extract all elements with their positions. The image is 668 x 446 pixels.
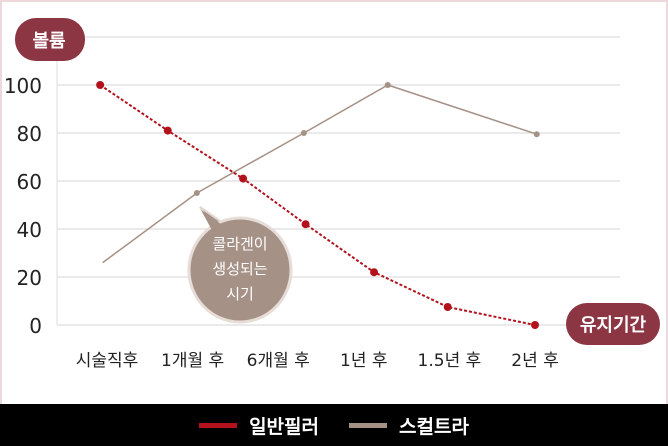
chart-frame bbox=[0, 0, 668, 404]
x-axis-label-badge: 유지기간 bbox=[566, 303, 660, 345]
legend-label: 스컬트라 bbox=[399, 415, 469, 438]
x-tick-label: 6개월 후 bbox=[247, 351, 310, 371]
data-point bbox=[301, 220, 310, 229]
annotation-line-2: 생성되는 bbox=[212, 260, 267, 278]
annotation-line-3: 시기 bbox=[226, 285, 254, 303]
annotation-bubble: 콜라겐이 생성되는 시기 bbox=[187, 206, 293, 324]
x-tick-label: 시술직후 bbox=[76, 351, 139, 371]
x-tick-label: 1개월 후 bbox=[161, 351, 224, 371]
y-tick-label: 40 bbox=[17, 218, 42, 242]
y-tick-label: 0 bbox=[29, 314, 42, 338]
y-axis-label-badge: 볼륨 bbox=[15, 18, 85, 61]
x-tick-label: 1년 후 bbox=[340, 351, 388, 371]
line-chart: 0 20 40 60 80 100 시술직후 1개월 후 6개월 후 1년 후 1.5년 후 2년 … bbox=[4, 18, 660, 371]
series-line-0 bbox=[99, 84, 536, 326]
data-point bbox=[384, 82, 391, 88]
legend-item-sculptra: 스컬트라 bbox=[349, 412, 469, 439]
legend: 일반필러 스컬트라 bbox=[0, 404, 668, 446]
data-point bbox=[533, 131, 540, 138]
x-tick-label: 1.5년 후 bbox=[418, 351, 482, 371]
x-tick-label: 2년 후 bbox=[511, 351, 559, 371]
y-axis-label: 볼륨 bbox=[32, 31, 65, 52]
y-tick-label: 80 bbox=[17, 122, 42, 146]
data-point bbox=[370, 268, 379, 277]
data-point bbox=[443, 303, 452, 311]
data-point bbox=[163, 126, 172, 135]
legend-swatch bbox=[199, 422, 238, 428]
data-point bbox=[300, 130, 307, 136]
x-axis-label: 유지기간 bbox=[580, 315, 647, 336]
y-tick-label: 20 bbox=[17, 266, 42, 290]
legend-label: 일반필러 bbox=[249, 415, 319, 438]
data-point bbox=[96, 81, 105, 89]
data-point bbox=[193, 190, 200, 196]
series-line-1 bbox=[102, 84, 537, 264]
y-tick-label: 100 bbox=[4, 74, 42, 98]
data-point bbox=[239, 174, 248, 183]
legend-swatch bbox=[349, 422, 387, 428]
y-tick-label: 60 bbox=[17, 170, 42, 194]
annotation-line-1: 콜라겐이 bbox=[212, 235, 267, 253]
legend-item-filler: 일반필러 bbox=[199, 412, 319, 439]
data-point bbox=[531, 321, 539, 329]
